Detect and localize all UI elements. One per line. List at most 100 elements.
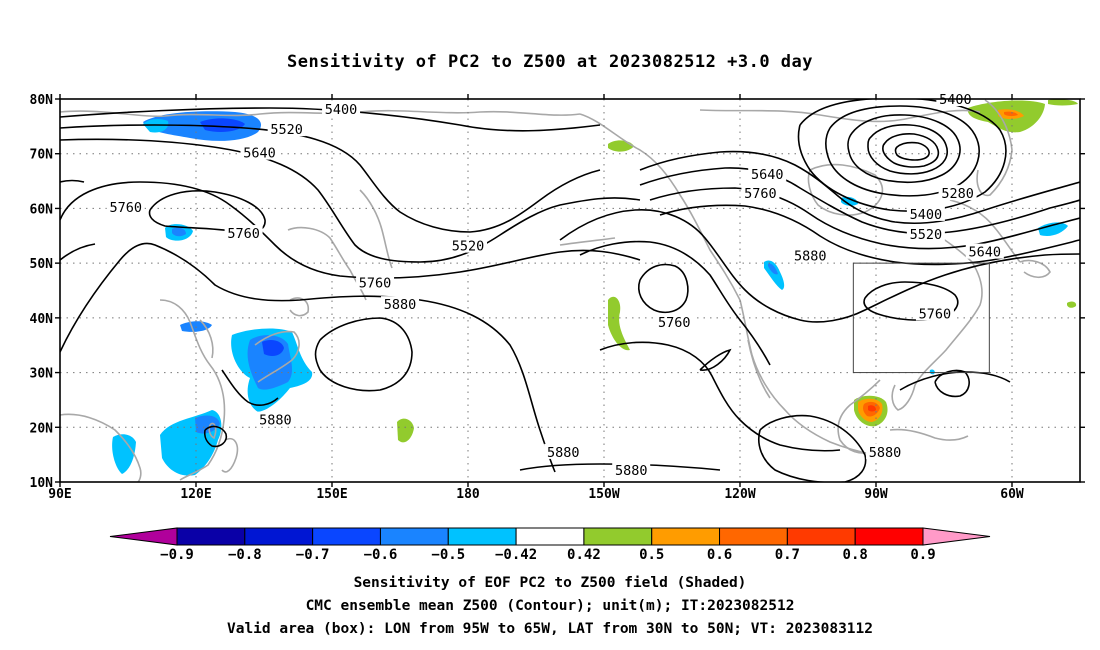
contour-label-5400: 5400 (325, 102, 358, 118)
coast-japan-hokkaido (289, 297, 310, 317)
colorbar-segment (651, 527, 721, 546)
contour-label-bg (741, 185, 780, 201)
contour-east-arc-2 (639, 167, 1080, 235)
colorbar-segment (786, 527, 856, 546)
contour-5520-west (60, 124, 601, 233)
contour-label-bg (791, 247, 830, 263)
contour-label-bg (256, 411, 295, 427)
contour-label-bg (938, 185, 977, 201)
coast-philippines (221, 438, 239, 473)
shade-red-greenland (1004, 111, 1018, 117)
lon-label-90E: 90E (48, 487, 71, 502)
shade-green-atlantic-dot (1067, 301, 1077, 308)
contour-label-bg (655, 314, 694, 330)
contour-label-bg (965, 243, 1004, 259)
contour-label-5760: 5760 (227, 226, 260, 242)
contour-5880-small-loop (699, 348, 732, 371)
contour-label-5760: 5760 (919, 306, 952, 322)
colorbar-label: 0.7 (775, 547, 800, 563)
colorbar-segment (379, 527, 449, 546)
contour-5880-mid (599, 341, 841, 452)
contour-label-bg (906, 205, 945, 221)
colorbar-label: −0.6 (364, 547, 398, 563)
shade-green-pacific (397, 418, 414, 443)
coast-newfoundland (1019, 259, 1051, 279)
contour-label-bg (322, 100, 361, 116)
lat-label-50N: 50N (30, 257, 54, 272)
contour-5880-japan-loop (221, 369, 279, 407)
contour-5880-right (899, 371, 1011, 391)
coast-kamchatka (359, 189, 393, 269)
contour-label-5880: 5880 (869, 445, 902, 461)
contour-label-5520: 5520 (910, 227, 943, 243)
colorbar-segment (176, 527, 246, 546)
contour-low-5 (882, 133, 940, 168)
lon-label-150E: 150E (316, 487, 347, 502)
contour-label-5400: 5400 (910, 207, 943, 223)
colorbar-label: −0.5 (431, 547, 465, 563)
colorbar-segment (447, 527, 517, 546)
contour-low-3 (847, 114, 961, 184)
coast-hudson (807, 163, 884, 216)
contour-label-5880: 5880 (547, 445, 580, 461)
coast-alaska (579, 113, 741, 301)
figure-title: Sensitivity of PC2 to Z500 at 2023082512… (286, 52, 813, 72)
contour-label-5880: 5880 (384, 297, 417, 313)
coast-baja (747, 339, 771, 399)
lon-label-120E: 120E (180, 487, 211, 502)
lat-label-60N: 60N (30, 202, 54, 217)
coast-caribbean (889, 428, 969, 441)
contour-5880-west (60, 242, 556, 473)
colorbar-max-triangle (922, 527, 991, 546)
contour-5880-small-ring-atlantic (934, 369, 970, 398)
contour-label-5760: 5760 (658, 315, 691, 331)
coast-siberia-north (60, 109, 581, 118)
colorbar-label: −0.42 (495, 547, 537, 563)
colorbar: −0.9 −0.8 −0.7 −0.6 −0.5 −0.42 0.42 0.5 0.6 0.7 0.… (109, 527, 991, 563)
contour-label-5880: 5880 (794, 248, 827, 264)
sensitivity-shading (112, 99, 1078, 476)
coast-indochina (60, 413, 142, 482)
lon-label-90W: 90W (864, 487, 888, 502)
contour-label-5640: 5640 (243, 146, 276, 162)
contour-label-bg (224, 225, 263, 241)
contour-labels: 5400 5520 5640 5760 5760 5520 5760 5880 5880 5760… (106, 91, 1004, 479)
caption-contour: CMC ensemble mean Z500 (Contour); unit(m… (305, 598, 795, 614)
lat-label-40N: 40N (30, 312, 54, 327)
contour-label-bg (915, 305, 954, 321)
shade-small-blob-siberia-core (172, 227, 186, 237)
colorbar-label: 0.6 (707, 547, 732, 563)
colorbar-segment (719, 527, 788, 546)
colorbar-min-triangle (109, 527, 178, 546)
contour-label-5520: 5520 (270, 122, 303, 138)
lat-label-70N: 70N (30, 148, 54, 163)
coast-korea (199, 319, 214, 359)
contour-low-4 (867, 124, 948, 175)
shade-south-china-blob (112, 434, 136, 474)
contour-label-bg (381, 296, 419, 312)
contour-label-5640: 5640 (751, 167, 784, 183)
contour-label-bg (612, 461, 651, 477)
caption-valid-area: Valid area (box): LON from 95W to 65W, L… (226, 621, 873, 637)
shade-green-north-pacific (608, 140, 634, 152)
contour-low-6 (894, 141, 930, 161)
colorbar-segment (854, 527, 924, 546)
coast-japan-honshu (254, 330, 300, 383)
colorbar-label: −0.8 (228, 547, 262, 563)
coast-east-asia (159, 299, 226, 481)
coast-florida (891, 384, 916, 411)
contour-low-2 (825, 105, 980, 197)
contour-label-5760: 5760 (109, 200, 142, 216)
contour-5880-pacific-loop (314, 317, 413, 392)
coastlines (60, 99, 1051, 482)
contour-5760-west-a (60, 181, 641, 279)
contour-5640-west (60, 138, 641, 263)
contour-label-bg (748, 165, 787, 181)
contour-east-arc-3 (649, 187, 1080, 250)
contour-5880-gulf-loop (758, 414, 867, 482)
colorbar-label: 0.5 (639, 547, 664, 563)
colorbar-segment (515, 527, 585, 546)
contour-5760-alaska-loop (638, 263, 689, 314)
shade-caribbean-dot (929, 369, 935, 375)
